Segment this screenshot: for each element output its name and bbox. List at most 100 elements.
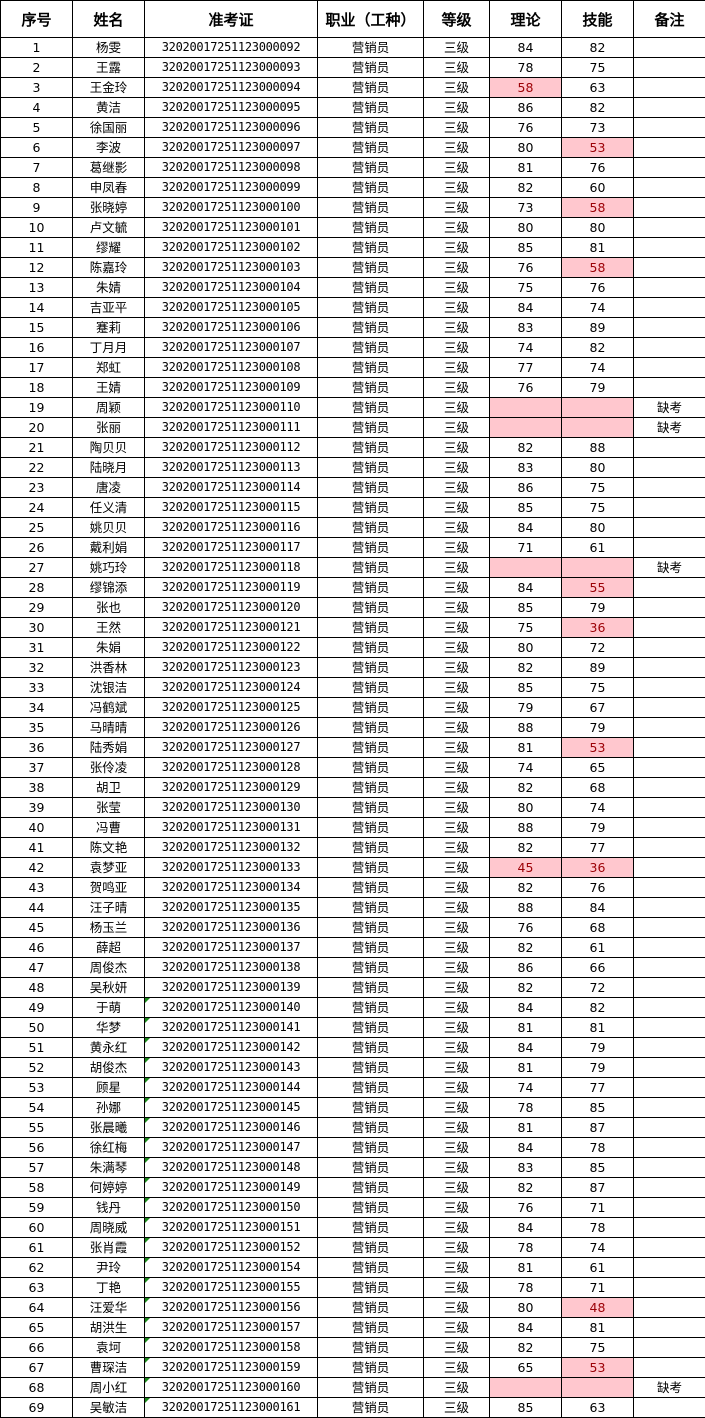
cell-level[interactable]: 三级 — [424, 838, 490, 858]
cell-theory[interactable]: 76 — [490, 918, 562, 938]
cell-exam-id[interactable]: 32020017251123000102 — [145, 238, 318, 258]
cell-level[interactable]: 三级 — [424, 158, 490, 178]
cell-skill[interactable]: 80 — [562, 518, 634, 538]
cell-exam-id[interactable]: 32020017251123000093 — [145, 58, 318, 78]
cell-index[interactable]: 18 — [1, 378, 73, 398]
cell-exam-id[interactable]: 32020017251123000105 — [145, 298, 318, 318]
cell-name[interactable]: 缪耀 — [73, 238, 145, 258]
cell-exam-id[interactable]: 32020017251123000160 — [145, 1378, 318, 1398]
cell-name[interactable]: 张晨曦 — [73, 1118, 145, 1138]
header-remark[interactable]: 备注 — [634, 1, 705, 38]
cell-remark[interactable] — [634, 438, 705, 458]
cell-name[interactable]: 洪香林 — [73, 658, 145, 678]
cell-remark[interactable] — [634, 538, 705, 558]
cell-occupation[interactable]: 营销员 — [318, 758, 424, 778]
cell-name[interactable]: 陈文艳 — [73, 838, 145, 858]
cell-index[interactable]: 51 — [1, 1038, 73, 1058]
cell-exam-id[interactable]: 32020017251123000137 — [145, 938, 318, 958]
cell-level[interactable]: 三级 — [424, 178, 490, 198]
cell-remark[interactable] — [634, 738, 705, 758]
cell-occupation[interactable]: 营销员 — [318, 1378, 424, 1398]
cell-index[interactable]: 2 — [1, 58, 73, 78]
cell-occupation[interactable]: 营销员 — [318, 838, 424, 858]
cell-name[interactable]: 卢文毓 — [73, 218, 145, 238]
cell-exam-id[interactable]: 32020017251123000108 — [145, 358, 318, 378]
cell-theory[interactable]: 79 — [490, 698, 562, 718]
cell-name[interactable]: 张莹 — [73, 798, 145, 818]
cell-index[interactable]: 24 — [1, 498, 73, 518]
cell-skill[interactable] — [562, 558, 634, 578]
cell-theory[interactable]: 76 — [490, 258, 562, 278]
cell-skill[interactable]: 63 — [562, 1398, 634, 1418]
cell-name[interactable]: 姚巧玲 — [73, 558, 145, 578]
cell-remark[interactable] — [634, 1058, 705, 1078]
cell-exam-id[interactable]: 32020017251123000157 — [145, 1318, 318, 1338]
cell-theory[interactable] — [490, 1378, 562, 1398]
cell-name[interactable]: 王婧 — [73, 378, 145, 398]
cell-occupation[interactable]: 营销员 — [318, 1238, 424, 1258]
cell-skill[interactable]: 89 — [562, 318, 634, 338]
cell-index[interactable]: 39 — [1, 798, 73, 818]
cell-index[interactable]: 56 — [1, 1138, 73, 1158]
cell-occupation[interactable]: 营销员 — [318, 178, 424, 198]
cell-exam-id[interactable]: 32020017251123000094 — [145, 78, 318, 98]
cell-index[interactable]: 27 — [1, 558, 73, 578]
cell-name[interactable]: 张丽 — [73, 418, 145, 438]
cell-remark[interactable] — [634, 918, 705, 938]
cell-skill[interactable] — [562, 418, 634, 438]
cell-skill[interactable]: 53 — [562, 738, 634, 758]
cell-occupation[interactable]: 营销员 — [318, 498, 424, 518]
cell-skill[interactable]: 36 — [562, 618, 634, 638]
cell-remark[interactable] — [634, 98, 705, 118]
cell-theory[interactable]: 83 — [490, 318, 562, 338]
cell-level[interactable]: 三级 — [424, 1098, 490, 1118]
cell-level[interactable]: 三级 — [424, 938, 490, 958]
header-skill[interactable]: 技能 — [562, 1, 634, 38]
cell-theory[interactable]: 82 — [490, 878, 562, 898]
cell-theory[interactable]: 74 — [490, 338, 562, 358]
cell-remark[interactable] — [634, 798, 705, 818]
cell-level[interactable]: 三级 — [424, 638, 490, 658]
cell-name[interactable]: 吉亚平 — [73, 298, 145, 318]
cell-theory[interactable]: 82 — [490, 778, 562, 798]
cell-skill[interactable]: 84 — [562, 898, 634, 918]
cell-theory[interactable]: 85 — [490, 678, 562, 698]
cell-index[interactable]: 40 — [1, 818, 73, 838]
cell-occupation[interactable]: 营销员 — [318, 218, 424, 238]
cell-name[interactable]: 朱娟 — [73, 638, 145, 658]
cell-exam-id[interactable]: 32020017251123000145 — [145, 1098, 318, 1118]
cell-remark[interactable] — [634, 678, 705, 698]
cell-occupation[interactable]: 营销员 — [318, 1298, 424, 1318]
cell-skill[interactable]: 67 — [562, 698, 634, 718]
cell-skill[interactable]: 71 — [562, 1278, 634, 1298]
cell-name[interactable]: 黄永红 — [73, 1038, 145, 1058]
cell-theory[interactable]: 80 — [490, 1298, 562, 1318]
cell-name[interactable]: 马晴晴 — [73, 718, 145, 738]
cell-theory[interactable]: 82 — [490, 938, 562, 958]
cell-skill[interactable]: 81 — [562, 1318, 634, 1338]
cell-index[interactable]: 52 — [1, 1058, 73, 1078]
cell-exam-id[interactable]: 32020017251123000124 — [145, 678, 318, 698]
cell-level[interactable]: 三级 — [424, 118, 490, 138]
cell-exam-id[interactable]: 32020017251123000129 — [145, 778, 318, 798]
cell-exam-id[interactable]: 32020017251123000127 — [145, 738, 318, 758]
cell-skill[interactable]: 87 — [562, 1178, 634, 1198]
cell-remark[interactable]: 缺考 — [634, 418, 705, 438]
cell-level[interactable]: 三级 — [424, 38, 490, 58]
cell-exam-id[interactable]: 32020017251123000110 — [145, 398, 318, 418]
cell-skill[interactable]: 66 — [562, 958, 634, 978]
cell-occupation[interactable]: 营销员 — [318, 1398, 424, 1418]
cell-index[interactable]: 35 — [1, 718, 73, 738]
cell-theory[interactable]: 84 — [490, 1038, 562, 1058]
cell-name[interactable]: 黄洁 — [73, 98, 145, 118]
cell-level[interactable]: 三级 — [424, 1358, 490, 1378]
cell-skill[interactable]: 76 — [562, 278, 634, 298]
cell-exam-id[interactable]: 32020017251123000154 — [145, 1258, 318, 1278]
cell-skill[interactable]: 79 — [562, 1058, 634, 1078]
cell-exam-id[interactable]: 32020017251123000140 — [145, 998, 318, 1018]
cell-name[interactable]: 周俊杰 — [73, 958, 145, 978]
cell-remark[interactable] — [634, 978, 705, 998]
cell-occupation[interactable]: 营销员 — [318, 638, 424, 658]
cell-occupation[interactable]: 营销员 — [318, 298, 424, 318]
cell-index[interactable]: 61 — [1, 1238, 73, 1258]
